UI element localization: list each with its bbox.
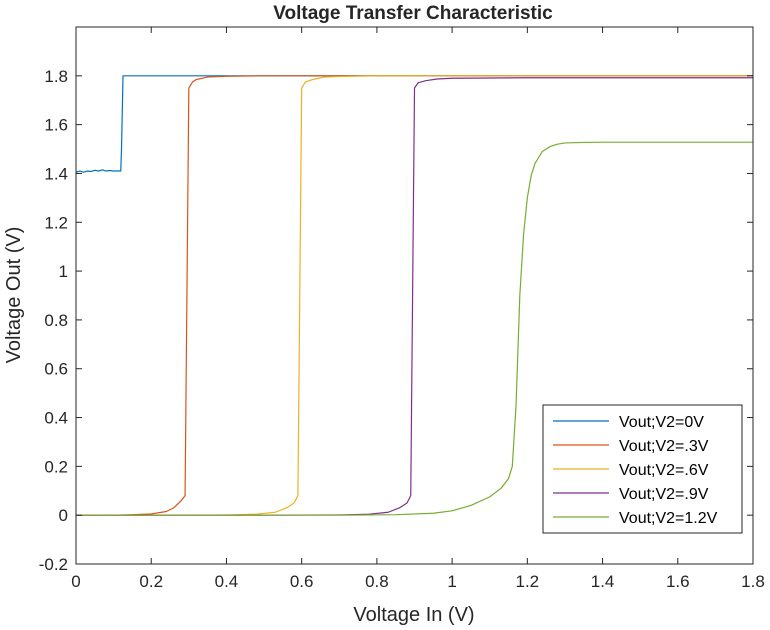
x-tick-label: 0.6 — [290, 572, 314, 591]
y-tick-label: 1.8 — [44, 67, 68, 86]
y-tick-label: 0.2 — [44, 457, 68, 476]
legend-label: Vout;V2=.6V — [619, 462, 709, 479]
x-tick-label: 1 — [447, 572, 456, 591]
y-tick-label: 1 — [59, 262, 68, 281]
x-tick-label: 1.6 — [666, 572, 690, 591]
y-tick-label: 0.8 — [44, 311, 68, 330]
chart-title: Voltage Transfer Characteristic — [273, 3, 553, 24]
y-tick-label: -0.2 — [39, 555, 68, 574]
x-tick-label: 1.2 — [516, 572, 540, 591]
x-tick-label: 1.4 — [591, 572, 615, 591]
legend-label: Vout;V2=1.2V — [619, 510, 718, 527]
y-tick-label: 0 — [59, 506, 68, 525]
series-line-5 — [76, 141, 753, 516]
x-tick-label: 1.8 — [741, 572, 765, 591]
x-tick-label: 0.8 — [365, 572, 389, 591]
x-tick-label: 0.4 — [215, 572, 239, 591]
y-tick-label: 1.4 — [44, 164, 68, 183]
y-axis-ticks: -0.2 0 0.2 0.4 0.6 0.8 1 1.2 1.4 1.6 1.8 — [39, 67, 753, 574]
x-tick-label: 0 — [71, 572, 80, 591]
x-tick-label: 0.2 — [139, 572, 163, 591]
legend-label: Vout;V2=.3V — [619, 438, 709, 455]
series-line-2 — [76, 75, 753, 516]
legend-label: Vout;V2=.9V — [619, 486, 709, 503]
y-axis-label: Voltage Out (V) — [3, 227, 25, 364]
y-tick-label: 1.6 — [44, 116, 68, 135]
series-line-1 — [75, 75, 753, 173]
series-lines — [75, 75, 753, 516]
x-axis-ticks: 0 0.2 0.4 0.6 0.8 1 1.2 1.4 1.6 1.8 — [71, 27, 765, 591]
legend: Vout;V2=0V Vout;V2=.3V Vout;V2=.6V Vout;V2=… — [542, 404, 743, 534]
y-tick-label: 1.2 — [44, 213, 68, 232]
y-tick-label: 0.6 — [44, 360, 68, 379]
x-axis-label: Voltage In (V) — [353, 604, 474, 626]
y-tick-label: 0.4 — [44, 409, 68, 428]
legend-label: Vout;V2=0V — [619, 414, 704, 431]
plot-frame — [75, 26, 754, 565]
